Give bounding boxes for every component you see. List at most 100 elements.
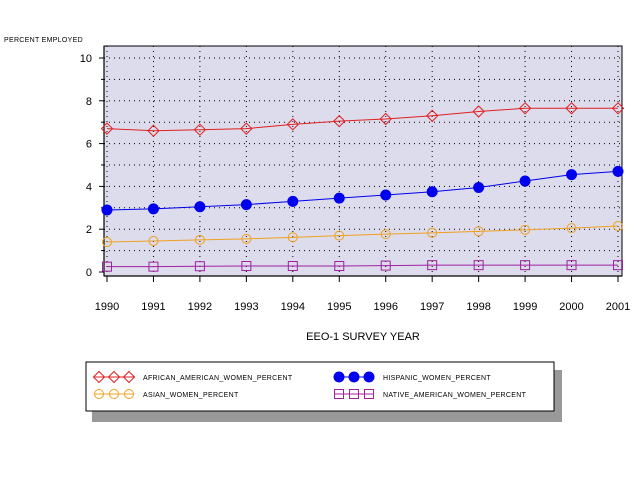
x-tick-label: 1994 (281, 301, 305, 313)
data-point-square (241, 261, 252, 272)
data-point-open-circle (566, 223, 577, 234)
x-tick-label: 1995 (327, 301, 351, 313)
data-point-diamond (565, 102, 578, 115)
data-point-diamond (286, 118, 300, 131)
legend-label: HISPANIC_WOMEN_PERCENT (383, 375, 491, 382)
data-point-diamond (333, 114, 346, 128)
data-point-square (473, 260, 484, 271)
y-tick-label: 10 (80, 53, 92, 65)
grid (104, 46, 622, 276)
y-axis-label: PERCENT EMPLOYED (4, 37, 83, 44)
data-point-diamond (100, 122, 114, 135)
data-point-filled-circle (473, 181, 485, 193)
data-point-filled-circle (566, 169, 578, 181)
legend-label: AFRICAN_AMERICAN_WOMEN_PERCENT (143, 375, 293, 382)
x-tick-label: 2000 (559, 301, 583, 313)
data-point-filled-circle (333, 371, 345, 383)
axes: 0 2 4 6 8 10 1990 1991 1992 1993 1994 1995 1996 1997 1… (80, 45, 630, 313)
data-point-square (148, 261, 159, 272)
legend-label: NATIVE_AMERICAN_WOMEN_PERCENT (383, 392, 527, 399)
data-point-diamond (193, 123, 207, 136)
data-point-square (349, 389, 359, 399)
data-point-square (613, 260, 623, 271)
data-point-open-circle (102, 237, 112, 248)
series-layer (100, 102, 625, 272)
legend-label: ASIAN_WOMEN_PERCENT (143, 392, 239, 399)
data-point-square (427, 260, 438, 271)
y-tick-label: 6 (86, 139, 92, 151)
data-point-square (334, 389, 344, 399)
x-tick-label: 1996 (373, 301, 397, 313)
x-tick-label: 1999 (513, 301, 537, 313)
data-point-filled-circle (333, 192, 345, 204)
data-point-square (566, 260, 577, 271)
y-tick-label: 0 (86, 267, 92, 279)
data-point-open-circle (613, 220, 623, 231)
y-tick-label: 4 (86, 181, 92, 193)
data-point-diamond (107, 370, 121, 384)
data-point-open-circle (473, 226, 484, 237)
data-point-filled-circle (287, 195, 299, 207)
legend-box (85, 361, 555, 412)
series-asian-women-percent (102, 220, 623, 248)
data-point-filled-circle (147, 203, 159, 215)
legend-item: AFRICAN_AMERICAN_WOMEN_PERCENT (92, 370, 293, 384)
data-point-diamond (611, 102, 625, 115)
x-axis-label: EEO-1 SURVEY YEAR (306, 331, 420, 343)
data-point-square (380, 260, 391, 271)
plot-background (104, 46, 622, 276)
data-point-open-circle (94, 389, 104, 399)
data-point-filled-circle (612, 165, 624, 177)
data-point-open-circle (194, 234, 205, 245)
data-point-open-circle (148, 235, 159, 246)
data-point-diamond (518, 102, 532, 115)
x-tick-label: 1992 (188, 301, 212, 313)
y-tick-label: 8 (86, 96, 92, 108)
data-point-filled-circle (363, 371, 375, 383)
data-point-filled-circle (240, 199, 252, 211)
data-point-open-circle (124, 389, 134, 399)
x-tick-label: 1998 (466, 301, 490, 313)
data-point-square (364, 389, 374, 399)
data-point-square (334, 261, 345, 272)
data-point-diamond (472, 105, 485, 118)
data-point-open-circle (334, 230, 345, 241)
data-point-diamond (92, 370, 106, 384)
series-native-american-women-percent (102, 260, 623, 272)
data-point-filled-circle (519, 175, 531, 187)
data-point-square (287, 261, 298, 272)
data-point-open-circle (287, 232, 298, 243)
legend: AFRICAN_AMERICAN_WOMEN_PERCENT HISPANIC_W… (85, 361, 562, 422)
series-line (106, 107, 618, 132)
data-point-diamond (122, 370, 136, 384)
data-point-open-circle (427, 227, 438, 238)
data-point-diamond (425, 109, 439, 122)
data-point-open-circle (109, 389, 119, 399)
legend-item: ASIAN_WOMEN_PERCENT (94, 389, 239, 399)
data-point-open-circle (241, 233, 252, 244)
data-point-filled-circle (194, 201, 206, 213)
legend-item: HISPANIC_WOMEN_PERCENT (333, 371, 491, 383)
data-point-square (194, 261, 205, 272)
data-point-diamond (379, 112, 392, 126)
data-point-open-circle (380, 229, 391, 240)
data-point-square (520, 260, 531, 271)
series-african-american-women-percent (100, 102, 625, 137)
data-point-diamond (147, 124, 160, 137)
x-tick-label: 2001 (606, 301, 630, 313)
series-line (106, 170, 619, 211)
data-point-filled-circle (101, 204, 113, 216)
data-point-filled-circle (380, 189, 392, 201)
data-point-filled-circle (426, 186, 438, 198)
data-point-open-circle (520, 224, 531, 235)
series-line (106, 225, 619, 243)
x-tick-label: 1993 (234, 301, 258, 313)
y-tick-label: 2 (86, 224, 92, 236)
data-point-square (102, 261, 112, 272)
series-hispanic-women-percent (101, 165, 624, 216)
series-line (107, 264, 618, 268)
x-tick-label: 1990 (95, 301, 119, 313)
legend-item: NATIVE_AMERICAN_WOMEN_PERCENT (334, 389, 527, 399)
data-point-filled-circle (348, 371, 360, 383)
